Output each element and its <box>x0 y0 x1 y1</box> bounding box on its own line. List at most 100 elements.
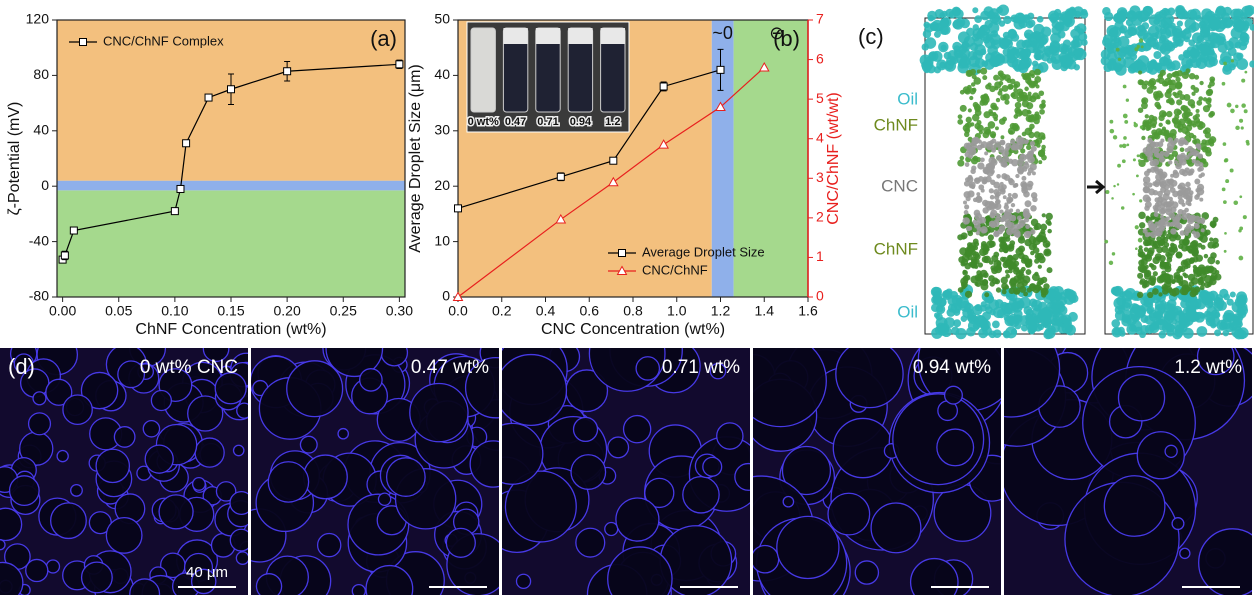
atom <box>1195 143 1199 147</box>
droplet <box>833 418 892 477</box>
atom <box>1188 215 1195 222</box>
atom <box>1230 291 1236 297</box>
droplet <box>1165 445 1177 457</box>
atom <box>1021 325 1028 332</box>
atom <box>1143 6 1153 16</box>
atom <box>1118 58 1121 61</box>
atom <box>988 109 993 114</box>
atom <box>965 291 972 298</box>
atom <box>1186 264 1191 269</box>
atom <box>965 177 970 182</box>
atom <box>1215 260 1220 265</box>
atom <box>1139 199 1142 202</box>
atom <box>1241 6 1253 18</box>
atom <box>968 108 972 112</box>
atom <box>1183 238 1188 243</box>
atom <box>986 143 993 150</box>
atom <box>1031 219 1038 226</box>
droplet <box>114 427 135 448</box>
atom <box>1008 197 1013 202</box>
atom <box>1109 261 1113 265</box>
atom <box>1197 167 1202 172</box>
atom <box>1104 12 1113 21</box>
atom <box>1050 56 1056 62</box>
droplet <box>360 369 382 391</box>
atom <box>963 201 967 205</box>
atom <box>1111 197 1114 200</box>
atom <box>990 281 995 286</box>
atom <box>1244 109 1248 113</box>
atom <box>1124 120 1128 124</box>
atom <box>1139 38 1143 42</box>
panel-c: (c)OilChNFCNCChNFOil <box>858 4 1254 339</box>
atom <box>1191 92 1195 96</box>
atom <box>1208 84 1212 88</box>
atom <box>988 275 995 282</box>
atom <box>1180 287 1188 295</box>
droplet <box>616 498 659 541</box>
atom <box>971 137 978 144</box>
atom <box>1200 235 1208 243</box>
image-label: 1.2 wt% <box>1174 357 1242 378</box>
atom <box>1147 221 1153 227</box>
atom <box>1019 111 1023 115</box>
annotation: ~0 <box>712 23 733 43</box>
atom <box>1194 179 1200 185</box>
atom <box>1038 279 1043 284</box>
atom <box>1152 132 1159 139</box>
atom <box>1025 320 1031 326</box>
atom <box>1137 273 1143 279</box>
atom <box>1193 265 1197 269</box>
atom <box>1110 120 1114 124</box>
droplet <box>1118 375 1164 421</box>
droplet <box>47 560 60 573</box>
atom <box>1196 109 1200 113</box>
y-tick-label: 50 <box>434 11 450 27</box>
droplet <box>378 493 390 505</box>
atom <box>1161 18 1173 30</box>
atom <box>989 212 995 218</box>
droplet <box>318 534 341 557</box>
legend-marker <box>80 39 87 46</box>
atom <box>1039 103 1045 109</box>
data-point <box>717 66 724 73</box>
atom <box>1223 62 1227 66</box>
atom <box>1032 92 1039 99</box>
atom <box>1031 74 1035 78</box>
atom <box>1171 72 1176 77</box>
atom <box>1181 190 1186 195</box>
atom <box>1131 320 1143 332</box>
atom <box>1009 85 1014 90</box>
atom <box>1009 261 1014 266</box>
atom <box>1201 228 1205 232</box>
droplet <box>871 503 921 553</box>
droplet <box>410 384 468 442</box>
atom <box>980 94 985 99</box>
atom <box>984 151 988 155</box>
atom <box>1224 232 1227 235</box>
atom <box>1199 198 1203 202</box>
atom <box>1235 105 1238 108</box>
atom <box>1190 287 1195 292</box>
atom <box>977 120 982 125</box>
atom <box>1191 240 1198 247</box>
atom <box>967 190 974 197</box>
atom <box>1197 243 1202 248</box>
image-label: 0.47 wt% <box>411 357 489 378</box>
atom <box>1130 5 1141 16</box>
atom <box>990 195 995 200</box>
atom <box>1008 29 1018 39</box>
atom <box>1152 159 1159 166</box>
atom <box>1197 326 1208 337</box>
atom <box>1193 115 1198 120</box>
atom <box>1002 162 1007 167</box>
atom <box>1177 154 1183 160</box>
atom <box>1235 126 1239 130</box>
micrograph: 0.71 wt% <box>479 314 764 595</box>
atom <box>1166 99 1170 103</box>
droplet <box>237 403 252 418</box>
atom <box>958 114 963 119</box>
atom <box>1030 114 1034 118</box>
x-tick-label: 0.30 <box>386 303 413 319</box>
atom <box>1122 159 1126 163</box>
